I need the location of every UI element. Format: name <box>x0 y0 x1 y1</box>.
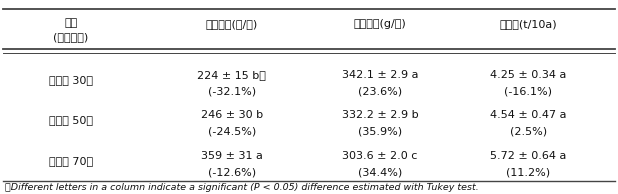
Text: 342.1 ± 2.9 a: 342.1 ± 2.9 a <box>342 70 418 80</box>
Text: 만개후 70일: 만개후 70일 <box>49 156 93 166</box>
Text: 4.25 ± 0.34 a: 4.25 ± 0.34 a <box>490 70 567 80</box>
Text: ᶓDifferent letters in a column indicate a significant (P < 0.05) difference esti: ᶓDifferent letters in a column indicate … <box>5 183 479 192</box>
Text: 만개후 50일: 만개후 50일 <box>49 115 93 125</box>
Text: (2.5%): (2.5%) <box>510 127 547 137</box>
Text: (-12.6%): (-12.6%) <box>208 168 256 178</box>
Text: 359 ± 31 a: 359 ± 31 a <box>201 151 263 161</box>
Text: 수확과수(과/주): 수확과수(과/주) <box>206 19 258 29</box>
Text: 224 ± 15 bᶓ: 224 ± 15 bᶓ <box>197 70 266 80</box>
Text: 평균과중(g/과): 평균과중(g/과) <box>353 19 407 29</box>
Text: 332.2 ± 2.9 b: 332.2 ± 2.9 b <box>342 110 418 120</box>
Text: 246 ± 30 b: 246 ± 30 b <box>201 110 263 120</box>
Text: 처리
(적과시기): 처리 (적과시기) <box>53 18 89 42</box>
Text: 만개후 30일: 만개후 30일 <box>49 75 93 85</box>
Text: 수확량(t/10a): 수확량(t/10a) <box>499 19 557 29</box>
Text: (23.6%): (23.6%) <box>358 86 402 96</box>
Text: 303.6 ± 2.0 c: 303.6 ± 2.0 c <box>342 151 418 161</box>
Text: (-32.1%): (-32.1%) <box>208 86 256 96</box>
Text: (35.9%): (35.9%) <box>358 127 402 137</box>
Text: (-24.5%): (-24.5%) <box>208 127 256 137</box>
Text: (-16.1%): (-16.1%) <box>504 86 552 96</box>
Text: 5.72 ± 0.64 a: 5.72 ± 0.64 a <box>490 151 567 161</box>
Text: (11.2%): (11.2%) <box>506 168 551 178</box>
Text: (34.4%): (34.4%) <box>358 168 402 178</box>
Text: 4.54 ± 0.47 a: 4.54 ± 0.47 a <box>490 110 567 120</box>
